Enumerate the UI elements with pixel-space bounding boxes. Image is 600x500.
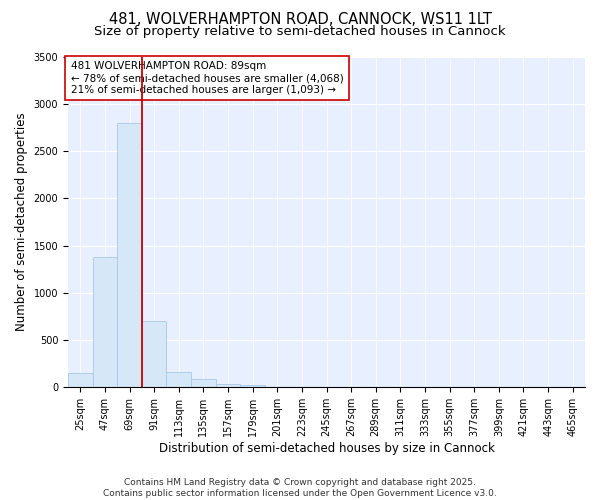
Text: Contains HM Land Registry data © Crown copyright and database right 2025.
Contai: Contains HM Land Registry data © Crown c…: [103, 478, 497, 498]
Bar: [68, 373, 92, 388]
Bar: [241, 386, 265, 388]
Bar: [166, 372, 191, 388]
Bar: [191, 379, 216, 388]
Text: 481 WOLVERHAMPTON ROAD: 89sqm
← 78% of semi-detached houses are smaller (4,068)
: 481 WOLVERHAMPTON ROAD: 89sqm ← 78% of s…: [71, 62, 343, 94]
Bar: [117, 122, 142, 388]
Text: Size of property relative to semi-detached houses in Cannock: Size of property relative to semi-detach…: [94, 25, 506, 38]
Bar: [216, 384, 241, 388]
Bar: [142, 321, 166, 388]
Text: 481, WOLVERHAMPTON ROAD, CANNOCK, WS11 1LT: 481, WOLVERHAMPTON ROAD, CANNOCK, WS11 1…: [109, 12, 491, 28]
Y-axis label: Number of semi-detached properties: Number of semi-detached properties: [15, 112, 28, 331]
X-axis label: Distribution of semi-detached houses by size in Cannock: Distribution of semi-detached houses by …: [158, 442, 494, 455]
Bar: [92, 258, 117, 388]
